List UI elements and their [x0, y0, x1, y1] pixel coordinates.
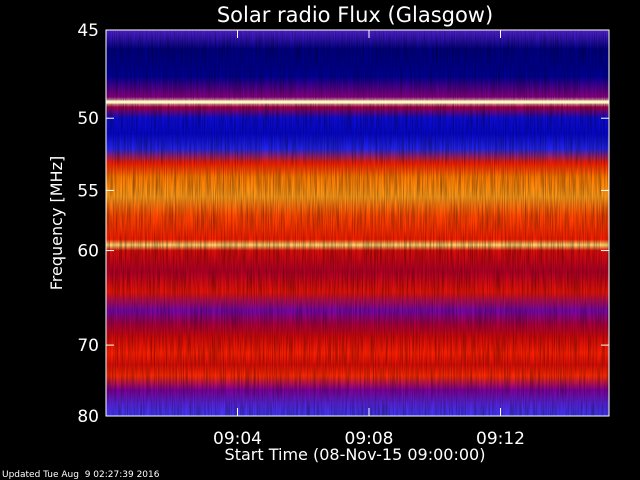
time-streaks-overlay [106, 30, 609, 416]
plot-area [105, 29, 610, 417]
y-axis-label: Frequency [MHz] [47, 156, 66, 290]
y-axis: 45 50 55 60 70 80 [77, 21, 609, 427]
y-tick-label: 45 [77, 21, 99, 41]
y-tick-label: 55 [77, 181, 99, 201]
y-tick-label: 50 [77, 109, 99, 129]
y-tick-label: 60 [77, 242, 99, 262]
x-tick-label: 09:08 [345, 429, 394, 449]
y-tick-label: 80 [77, 407, 99, 427]
x-tick-label: 09:04 [213, 429, 262, 449]
update-timestamp: Updated Tue Aug 9 02:27:39 2016 [2, 470, 160, 480]
x-tick-label: 09:12 [476, 429, 525, 449]
x-axis-label: Start Time (08-Nov-15 09:00:00) [225, 445, 486, 464]
y-tick-label: 70 [77, 336, 99, 356]
x-axis: 09:04 09:08 09:12 [213, 30, 525, 449]
chart-title: Solar radio Flux (Glasgow) [217, 3, 493, 27]
plot-frame [105, 29, 610, 417]
